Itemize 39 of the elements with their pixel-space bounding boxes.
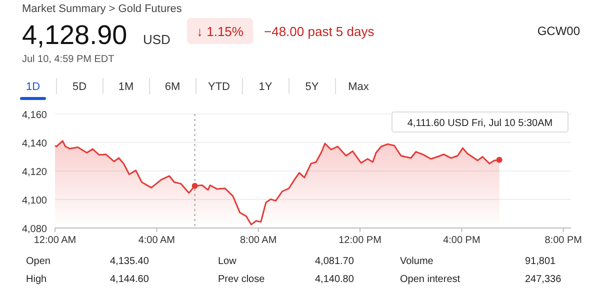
y-tick-label: 4,120 [22,167,48,178]
x-tick-label: 8:00 PM [544,235,582,246]
text: Open [26,256,50,267]
chart-subtitle: Jul 10, 4:59 PM EDT [22,54,114,65]
text: 1M [118,81,134,93]
text: 4,144.60 [110,274,150,285]
text: GCW00 [537,24,580,38]
text: USD [143,32,170,47]
text: 4,128.90 [22,20,128,50]
text: Open interest [400,274,460,285]
text: Prev close [218,274,266,285]
text: 6M [164,81,180,93]
text: YTD [208,81,230,93]
x-tick-label: 12:00 PM [338,235,382,246]
annotation: 4,111.60 USD Fri, Jul 10 5:30AM [407,118,553,129]
y-tick-label: 4,080 [22,224,48,235]
text: 5D [72,81,87,93]
text: 4,140.80 [315,274,354,285]
text: 4,135.40 [110,256,150,267]
y-tick-label: 4,100 [22,196,48,206]
x-tick-label: 4:00 AM [138,235,176,246]
text: 247,336 [525,274,562,285]
text: Volume [400,256,434,267]
chart-title: Market Summary > Gold Futures [22,3,182,15]
text: Max [348,81,370,93]
text: −48.00 past 5 days [264,24,375,39]
text: 1Y [258,81,273,93]
x-tick-label: 12:00 AM [34,235,76,246]
x-tick-label: 8:00 AM [240,235,277,246]
text: Low [218,256,238,267]
y-tick-label: 4,160 [22,110,48,121]
text: ↓ 1.15% [196,24,244,39]
text: 4,081.70 [315,256,354,267]
y-tick-label: 4,140 [22,138,48,150]
text: High [26,274,47,285]
text: 1D [26,81,40,93]
text: 91,801 [525,256,556,267]
text: 5Y [305,81,320,93]
x-tick-label: 4:00 PM [443,235,480,246]
